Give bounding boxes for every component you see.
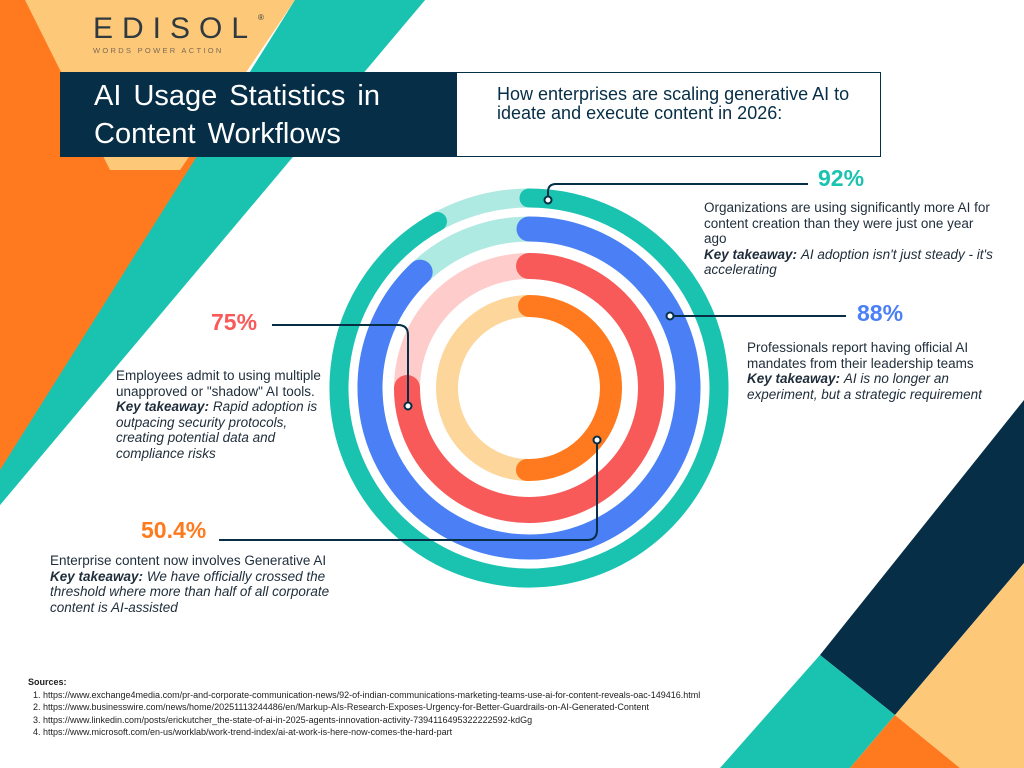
sources-heading: Sources: [28,677,67,687]
leader-dot-88 [665,311,675,321]
stat-value-92: 92% [818,165,865,191]
key-takeaway-text: Rapid adoption is outpacing security pro… [116,399,318,461]
key-takeaway-text: We have officially crossed the threshold… [50,568,330,615]
page-title: AI Usage Statistics in Content Workflows [60,72,456,157]
ring-bar-1 [357,216,701,560]
sources-section: Sources: https://www.exchange4media.com/… [28,676,783,739]
leader-dot-75 [403,401,413,411]
stat-text: Enterprise content now involves Generati… [50,553,327,568]
stat-value-88: 88% [857,300,904,326]
key-takeaway-text: AI is no longer an experiment, but a str… [747,371,982,402]
stat-value-75: 75% [211,309,258,335]
registered-mark: ® [258,13,264,22]
key-takeaway-text: AI adoption isn't just steady - it's acc… [704,246,993,278]
bg-yellow-corner [895,563,1024,768]
stat-description-92: Organizations are using significantly mo… [704,200,994,278]
stat-value-50: 50.4% [141,517,207,543]
logo-tagline: WORDS POWER ACTION [93,46,224,55]
key-takeaway-label: Key takeaway: [50,568,144,584]
leader-line-92 [547,183,808,200]
key-takeaway-label: Key takeaway: [116,399,210,414]
bg-orange-corner [850,715,960,768]
edisol-logo: EDISOL ® WORDS POWER ACTION [93,12,264,56]
stat-description-75: Employees admit to using multiple unappr… [116,368,331,461]
ring-bar-0 [329,188,729,588]
stat-description-50: Enterprise content now involves Generati… [50,553,350,615]
stat-text: Employees admit to using multiple unappr… [116,368,321,399]
ring-bar-2 [394,253,664,523]
ring-bar-3 [515,295,622,481]
stat-text: Professionals report having official AI … [747,340,974,371]
bg-teal-corner [720,655,895,768]
stat-description-88: Professionals report having official AI … [747,340,987,402]
leader-dot-50 [592,435,602,445]
leader-dot-92 [543,195,553,205]
leader-line-50 [219,440,598,541]
bg-navy-stripe [820,400,1024,715]
source-link[interactable]: https://www.businesswire.com/news/home/2… [43,701,783,714]
source-link[interactable]: https://www.exchange4media.com/pr-and-co… [43,689,783,702]
source-link[interactable]: https://www.microsoft.com/en-us/worklab/… [43,726,783,739]
leader-lines [219,183,846,541]
key-takeaway-label: Key takeaway: [704,246,798,262]
source-link[interactable]: https://www.linkedin.com/posts/erickutch… [43,714,783,727]
page-subtitle: How enterprises are scaling generative A… [456,72,881,157]
logo-wordmark: EDISOL [93,12,258,45]
leader-line-75 [272,324,409,405]
stat-text: Organizations are using significantly mo… [704,200,990,246]
key-takeaway-label: Key takeaway: [747,371,841,386]
